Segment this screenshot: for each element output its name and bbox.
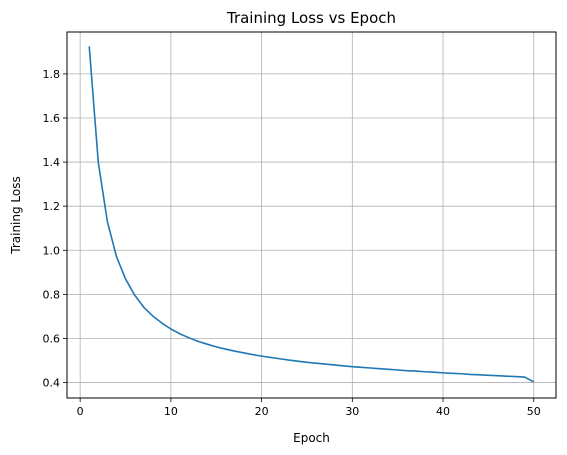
x-tick-label: 40 xyxy=(436,405,450,418)
y-axis-ticks: 0.4 0.6 0.8 1.0 1.2 1.4 1.6 1.8 xyxy=(43,68,67,390)
x-axis-label: Epoch xyxy=(293,431,330,445)
chart-title: Training Loss vs Epoch xyxy=(226,9,396,27)
x-tick-label: 30 xyxy=(345,405,359,418)
grid-lines xyxy=(67,32,556,398)
y-tick-label: 1.8 xyxy=(43,68,61,81)
x-axis-ticks: 0 10 20 30 40 50 xyxy=(77,398,541,418)
y-axis-label: Training Loss xyxy=(9,176,23,254)
x-tick-label: 20 xyxy=(255,405,269,418)
series-line xyxy=(88,46,535,383)
x-tick-label: 50 xyxy=(527,405,541,418)
y-tick-label: 1.2 xyxy=(43,200,61,213)
x-tick-label: 10 xyxy=(164,405,178,418)
y-tick-label: 0.6 xyxy=(43,332,61,345)
y-tick-label: 1.6 xyxy=(43,112,61,125)
plot-frame xyxy=(66,31,557,399)
y-tick-label: 1.0 xyxy=(43,244,61,257)
x-tick-label: 0 xyxy=(77,405,84,418)
y-tick-label: 0.4 xyxy=(43,377,61,390)
y-tick-label: 0.8 xyxy=(43,288,61,301)
series-group xyxy=(88,46,535,383)
y-tick-label: 1.4 xyxy=(43,156,61,169)
